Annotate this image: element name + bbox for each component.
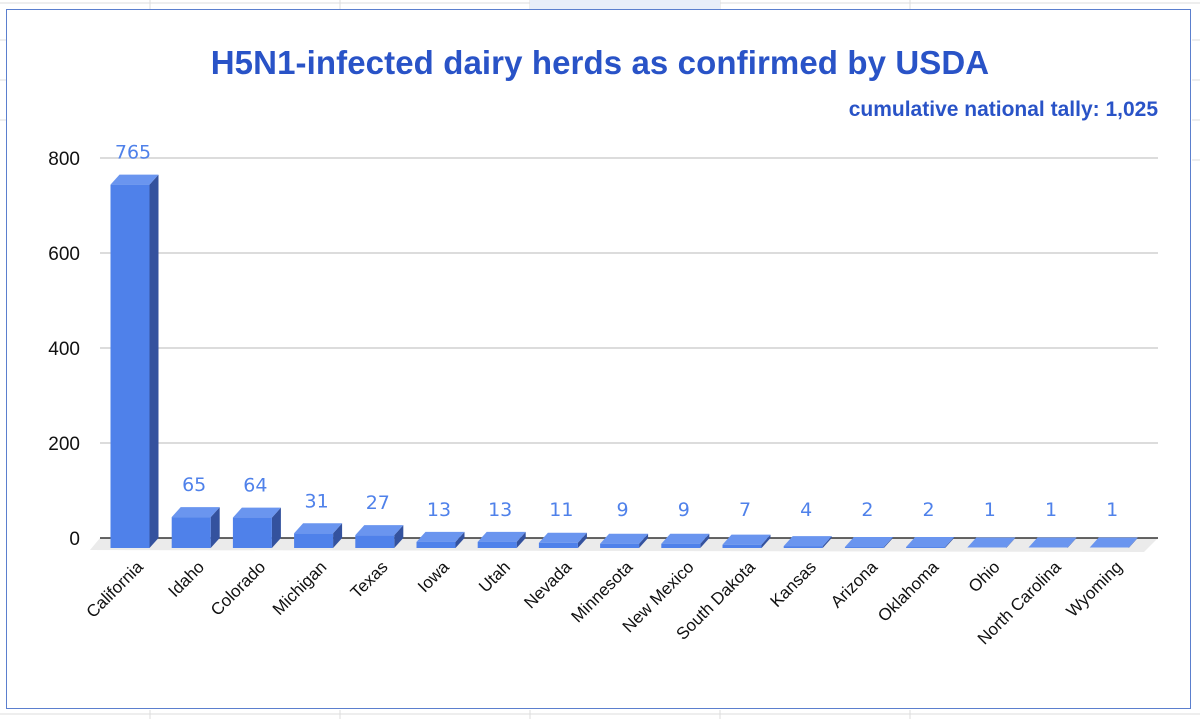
- x-axis-category-label: Kansas: [766, 557, 820, 611]
- data-label: 27: [366, 492, 390, 514]
- bar-nevada[interactable]: [538, 532, 587, 548]
- bar-utah[interactable]: [477, 531, 526, 548]
- bar-wyoming[interactable]: [1089, 537, 1138, 548]
- x-axis-category-label: Ohio: [965, 557, 1004, 596]
- y-axis-tick-label: 600: [48, 244, 80, 265]
- x-axis-category-label: California: [83, 557, 148, 622]
- x-axis-category-label: Wyoming: [1063, 557, 1126, 620]
- bar-south-dakota[interactable]: [722, 534, 771, 548]
- data-label: 2: [861, 499, 873, 521]
- data-label: 9: [617, 499, 629, 521]
- bar-colorado[interactable]: [232, 507, 281, 548]
- bar-ohio[interactable]: [967, 537, 1016, 548]
- y-axis-tick-label: 200: [48, 434, 80, 455]
- x-axis-category-label: Iowa: [414, 557, 453, 596]
- bar-oklahoma[interactable]: [906, 537, 955, 548]
- data-label: 1: [1106, 499, 1118, 521]
- data-label: 13: [488, 499, 512, 521]
- data-label: 65: [182, 474, 206, 496]
- y-axis-tick-label: 800: [48, 149, 80, 170]
- data-label: 4: [800, 499, 812, 521]
- data-label: 64: [243, 475, 267, 497]
- chart-title: H5N1-infected dairy herds as confirmed b…: [210, 44, 990, 81]
- x-axis-category-label: Texas: [347, 557, 392, 602]
- x-axis-category-label: Michigan: [269, 557, 331, 619]
- chart-subtitle: cumulative national tally: 1,025: [848, 98, 1158, 121]
- y-axis-tick-label: 400: [48, 339, 80, 360]
- x-axis-category-label: Colorado: [207, 557, 269, 619]
- data-label: 9: [678, 499, 690, 521]
- data-label: 1: [1045, 499, 1057, 521]
- bar-new-mexico[interactable]: [661, 533, 710, 548]
- data-label: 1: [984, 499, 996, 521]
- x-axis-category-label: Utah: [475, 557, 514, 596]
- x-axis-category-label: Nevada: [520, 557, 575, 612]
- data-label: 7: [739, 499, 751, 521]
- bar-arizona[interactable]: [844, 537, 893, 548]
- bar-kansas[interactable]: [783, 536, 832, 548]
- data-label: 11: [549, 499, 573, 521]
- data-label: 765: [115, 142, 151, 164]
- x-axis-category-label: Oklahoma: [874, 557, 943, 626]
- data-label: 13: [427, 499, 451, 521]
- x-axis-category-label: Arizona: [827, 557, 882, 612]
- y-axis-tick-label: 0: [69, 529, 80, 550]
- bar-texas[interactable]: [355, 525, 404, 548]
- x-axis-category-label: Idaho: [165, 557, 209, 601]
- bar-north-carolina[interactable]: [1028, 537, 1077, 548]
- chart-container[interactable]: [6, 9, 1191, 709]
- bar-michigan[interactable]: [294, 523, 343, 548]
- bar-idaho[interactable]: [171, 507, 220, 548]
- bar-iowa[interactable]: [416, 531, 465, 548]
- data-label: 2: [923, 499, 935, 521]
- bar-california[interactable]: [110, 174, 159, 548]
- bar-minnesota[interactable]: [600, 533, 649, 548]
- data-label: 31: [305, 490, 329, 512]
